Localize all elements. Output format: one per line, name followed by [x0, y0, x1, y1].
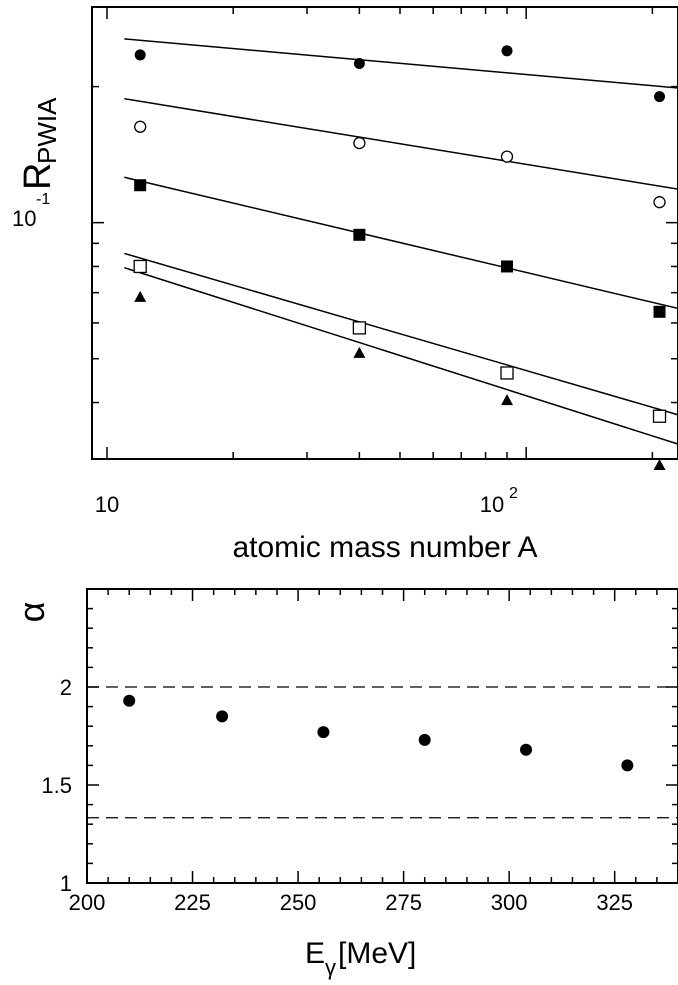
bottom-reference-lines: [87, 686, 678, 819]
alpha-point: [216, 710, 229, 723]
bottom-y-tick-labels: 11.52: [41, 675, 72, 896]
top-plot-frame: [91, 6, 678, 460]
filled-triangle-point: [134, 290, 147, 302]
open-circle-point: [134, 120, 147, 133]
top-y-tick-label-exponent: -1: [36, 191, 50, 208]
filled-square-point: [653, 305, 666, 318]
open-circle-point: [500, 150, 514, 163]
top-data-points: [133, 45, 667, 470]
bottom-data-points: [123, 694, 634, 772]
bottom-x-tick-label: 300: [491, 890, 528, 915]
top-x-axis-label: atomic mass number A: [232, 531, 537, 564]
filled-square-point: [501, 260, 514, 273]
bottom-y-axis-label: α: [11, 602, 52, 623]
top-x-tick-label-10: 10: [95, 492, 119, 517]
top-panel: 10 10 2 10 -1 atomic mass number A R PWI…: [12, 6, 678, 564]
bottom-y-tick-label: 2: [60, 675, 72, 700]
bottom-x-tick-label: 200: [69, 890, 106, 915]
alpha-point: [123, 694, 136, 707]
filled-triangle-point: [353, 346, 366, 358]
top-fit-lines: [124, 38, 678, 445]
filled-circle-point: [134, 49, 146, 61]
filled-square-point: [134, 179, 147, 192]
top-y-tick-label-0.1: 10 -1: [12, 191, 50, 231]
bottom-x-axis-label: E γ [MeV]: [305, 937, 416, 980]
open-square-point: [500, 366, 514, 380]
alpha-point: [418, 733, 431, 746]
top-y-axis-label-main: R: [17, 163, 59, 190]
bottom-ticks: [87, 589, 678, 883]
fit-line-series-1: [124, 38, 678, 89]
fit-line-series-2: [124, 97, 678, 190]
bottom-x-tick-label: 325: [596, 890, 633, 915]
filled-circle-point: [501, 45, 513, 57]
filled-circle-point: [353, 57, 365, 69]
bottom-x-axis-label-main: E: [305, 937, 325, 970]
fit-line-series-5: [124, 266, 678, 445]
top-x-tick-label-100-base: 10: [480, 492, 504, 517]
top-y-axis-label: R PWIA: [17, 97, 62, 190]
fit-line-series-4: [124, 252, 678, 416]
open-square-point: [352, 321, 367, 335]
open-square-point: [133, 259, 147, 274]
fit-line-series-3: [124, 176, 678, 310]
bottom-y-tick-label: 1: [60, 871, 72, 896]
top-x-tick-label-100-exponent: 2: [509, 485, 518, 502]
top-y-axis-label-subscript: PWIA: [32, 97, 62, 164]
bottom-plot-frame: [86, 588, 678, 884]
bottom-x-tick-labels: 200 225 250 275 300 325: [69, 890, 633, 915]
bottom-x-tick-label: 275: [385, 890, 422, 915]
bottom-x-tick-label: 250: [280, 890, 317, 915]
alpha-point: [621, 759, 634, 772]
bottom-x-axis-label-unit: [MeV]: [338, 937, 416, 970]
top-ticks: [92, 6, 678, 459]
open-circle-point: [353, 136, 366, 150]
filled-triangle-point: [501, 394, 514, 406]
filled-triangle-point: [653, 458, 666, 470]
bottom-x-tick-label: 225: [174, 890, 211, 915]
bottom-x-axis-label-subscript: γ: [325, 955, 336, 980]
alpha-point: [520, 743, 533, 756]
top-y-tick-label-base: 10: [12, 206, 36, 231]
bottom-panel: 200 225 250 275 300 325 11.52 α E γ [MeV]: [11, 588, 678, 980]
top-x-tick-label-100: 10 2: [480, 485, 518, 517]
open-square-point: [652, 409, 667, 423]
alpha-point: [317, 726, 330, 739]
filled-square-point: [353, 228, 366, 241]
open-circle-point: [653, 196, 666, 209]
bottom-y-tick-label: 1.5: [41, 773, 72, 798]
filled-circle-point: [654, 91, 666, 103]
